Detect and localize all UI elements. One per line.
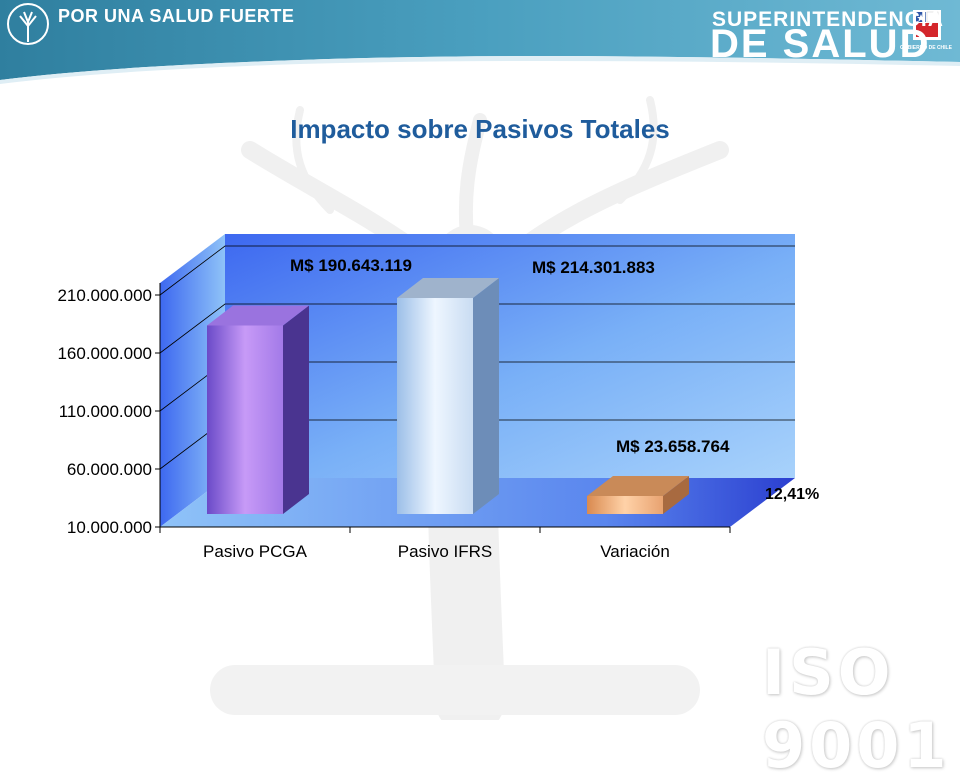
bar-side xyxy=(663,476,689,514)
data-labels: M$ 190.643.119 M$ 214.301.883 M$ 23.658.76… xyxy=(290,256,819,503)
chart-back-wall xyxy=(225,234,795,478)
gobierno-logo-icon xyxy=(913,10,941,40)
bar-0 xyxy=(207,305,309,514)
y-tick-label: 60.000.000 xyxy=(67,460,152,479)
tree-logo-icon xyxy=(7,3,49,45)
gridline xyxy=(159,245,795,296)
bar-2 xyxy=(587,476,689,514)
header-band-shadow xyxy=(0,56,960,84)
bar-side xyxy=(283,305,309,514)
bar-top xyxy=(397,278,499,299)
data-label: M$ 190.643.119 xyxy=(290,256,412,275)
tree-base xyxy=(210,665,700,715)
data-label: M$ 23.658.764 xyxy=(616,437,730,456)
y-axis-ticks: 10.000.000 60.000.000 110.000.000 160.000.0… xyxy=(57,286,160,537)
bar-top xyxy=(207,305,309,326)
slide-background: 10.000.000 60.000.000 110.000.000 160.000.0… xyxy=(0,0,960,720)
gridline xyxy=(159,303,795,354)
header-band xyxy=(0,0,960,80)
x-tick-label: Variación xyxy=(600,542,670,561)
x-axis-ticks: Pasivo PCGA Pasivo IFRS Variación xyxy=(159,527,731,561)
bars xyxy=(207,278,689,514)
data-label: M$ 214.301.883 xyxy=(532,258,655,277)
y-tick-label: 160.000.000 xyxy=(57,344,152,363)
x-tick-label: Pasivo PCGA xyxy=(203,542,308,561)
y-tick-label: 110.000.000 xyxy=(59,402,152,421)
brand-org-line2: DE SALUD xyxy=(710,22,931,66)
bar-1 xyxy=(397,278,499,514)
gov-label: GOBIERNO DE CHILE xyxy=(900,45,952,51)
bar-front xyxy=(587,496,663,514)
brand-slogan: POR UNA SALUD FUERTE xyxy=(58,6,295,26)
bar-side xyxy=(473,278,499,514)
x-tick-label: Pasivo IFRS xyxy=(398,542,492,561)
variation-percent-annotation: 12,41% xyxy=(765,486,819,503)
y-tick-label: 10.000.000 xyxy=(67,518,152,537)
bar-front xyxy=(207,325,283,514)
y-tick-label: 210.000.000 xyxy=(57,286,152,305)
brand-org-line1: SUPERINTENDENCIA xyxy=(712,8,944,31)
chart-title: Impacto sobre Pasivos Totales xyxy=(290,114,670,144)
bar-front xyxy=(397,298,473,514)
iso-watermark: ISO 9001 xyxy=(762,636,951,782)
bar-top xyxy=(587,476,689,496)
bar-chart: 10.000.000 60.000.000 110.000.000 160.000.0… xyxy=(57,234,819,561)
